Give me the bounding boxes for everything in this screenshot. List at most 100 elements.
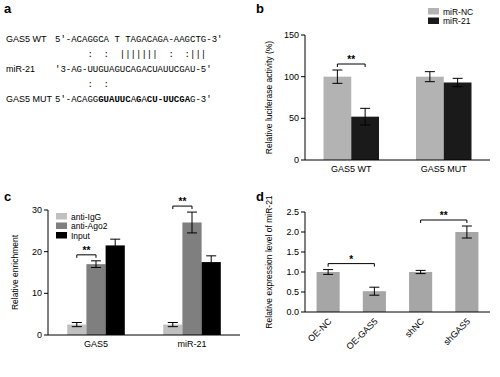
significance-label: **: [440, 210, 448, 221]
sequence-segment: GUAUUC: [98, 95, 131, 105]
panel-letter: a: [4, 1, 12, 16]
y-tick-label: 20: [32, 247, 42, 257]
sequence-line: : :: [55, 80, 109, 90]
y-tick: [44, 335, 48, 336]
chart-panel: c 0 10 20 30 Relative enrichment GAS5 miR-21 ant…: [4, 189, 240, 349]
sequence-segment: CU-UUCGA: [147, 95, 191, 105]
error-bar: [72, 323, 82, 327]
x-tick-label: GAS5 MUT: [421, 164, 468, 174]
y-tick: [44, 251, 48, 252]
x-tick-label: OE-NC: [306, 316, 334, 344]
error-bar: [91, 261, 101, 268]
error-bar: [206, 256, 216, 269]
legend-label: anti-IgG: [71, 212, 101, 222]
x-tick-label: GAS5: [84, 339, 108, 349]
alignment-panel: aGAS5 WT5'-ACAGGCA T TAGACAGA-AAGCTG-3' …: [4, 1, 222, 105]
legend-label: miR-21: [443, 16, 471, 26]
panel-letter: c: [4, 189, 11, 204]
x-axis: [305, 312, 490, 313]
sequence-segment: 5'-ACAGGCA T TAGACAGA-AAGCTG-3': [55, 35, 222, 45]
y-tick-label: 0: [37, 330, 42, 340]
sequence-segment: G-3': [190, 95, 212, 105]
x-tick-label: GAS5 WT: [331, 164, 372, 174]
y-axis: [305, 35, 306, 160]
legend-label: Input: [71, 231, 91, 241]
bar: [455, 232, 478, 312]
legend-swatch: [428, 18, 439, 25]
bar: [202, 262, 221, 335]
y-tick: [301, 35, 305, 36]
background: [0, 0, 500, 377]
y-tick-label: 2.5: [286, 207, 299, 217]
legend: anti-IgGanti-Ago2Input: [56, 212, 108, 241]
legend-label: anti-Ago2: [71, 221, 108, 231]
bar: [324, 77, 352, 160]
error-bar: [425, 72, 435, 82]
y-tick-label: 0.5: [286, 287, 299, 297]
significance-label: **: [179, 196, 187, 207]
significance-label: **: [347, 54, 355, 65]
y-tick: [301, 212, 305, 213]
error-bar: [168, 323, 178, 327]
sequence-segment: 5'-ACAGG: [55, 95, 98, 105]
bar: [182, 223, 201, 336]
significance-label: **: [83, 245, 91, 256]
chart-panel: d0.00.51.01.52.02.5Relative expression l…: [256, 189, 490, 352]
sequence-segment: : :: [55, 80, 109, 90]
x-tick-label: miR-21: [177, 339, 206, 349]
y-tick: [44, 210, 48, 211]
legend-label: miR-NC: [443, 7, 473, 17]
y-tick: [44, 293, 48, 294]
y-tick: [301, 76, 305, 77]
y-tick: [301, 160, 305, 161]
bar: [444, 83, 472, 161]
legend-swatch: [428, 8, 439, 15]
legend-swatch: [56, 213, 67, 220]
y-tick-label: 1.0: [286, 267, 299, 277]
y-axis-label: Relative expression level of miR-21: [264, 195, 274, 328]
legend-swatch: [56, 223, 67, 230]
x-tick-label: shGAS5: [442, 316, 473, 347]
x-tick-label: OE-GAS5: [344, 316, 379, 351]
y-axis-label: Relative luciferase activity (%): [264, 41, 274, 155]
panel-letter: d: [256, 189, 264, 204]
error-bar: [360, 108, 370, 125]
y-tick: [301, 252, 305, 253]
y-tick: [301, 292, 305, 293]
y-tick-label: 150: [284, 30, 299, 40]
bar: [317, 272, 340, 312]
sequence-line: 5'-ACAGGCA T TAGACAGA-AAGCTG-3': [55, 35, 222, 45]
error-bar: [323, 270, 333, 275]
sequence-label: GAS5 MUT: [6, 94, 53, 104]
figure: aGAS5 WT5'-ACAGGCA T TAGACAGA-AAGCTG-3' …: [0, 0, 500, 377]
y-axis-label: Relative enrichment: [10, 234, 20, 310]
significance-label: *: [349, 254, 353, 265]
sequence-segment: : : ||||||| : :|||: [55, 50, 206, 60]
error-bar: [462, 226, 472, 238]
y-tick-label: 50: [289, 113, 299, 123]
panel-letter: b: [256, 1, 264, 16]
y-tick: [301, 312, 305, 313]
x-axis: [305, 160, 490, 161]
sequence-segment: '3-AG-UUGUAGUCAGACUAUUCGAU-5': [55, 65, 212, 75]
bar: [106, 245, 125, 335]
error-bar: [369, 287, 379, 295]
y-tick-label: 10: [32, 288, 42, 298]
y-axis: [48, 210, 49, 335]
error-bar: [187, 212, 197, 233]
bars: [67, 212, 221, 335]
y-tick-label: 100: [284, 72, 299, 82]
sequence-label: miR-21: [6, 64, 35, 74]
y-tick: [301, 232, 305, 233]
error-bar: [416, 270, 426, 273]
bar: [416, 77, 444, 160]
y-tick-label: 1.5: [286, 247, 299, 257]
sequence-line: '3-AG-UUGUAGUCAGACUAUUCGAU-5': [55, 65, 212, 75]
y-axis: [305, 212, 306, 312]
bars: [317, 226, 479, 312]
sequence-line: 5'-ACAGGGUAUUCAGACU-UUCGAG-3': [55, 95, 212, 105]
y-tick: [301, 118, 305, 119]
sequence-line: : : ||||||| : :|||: [55, 50, 206, 60]
y-tick-label: 30: [32, 205, 42, 215]
legend: miR-NCmiR-21: [428, 7, 473, 27]
